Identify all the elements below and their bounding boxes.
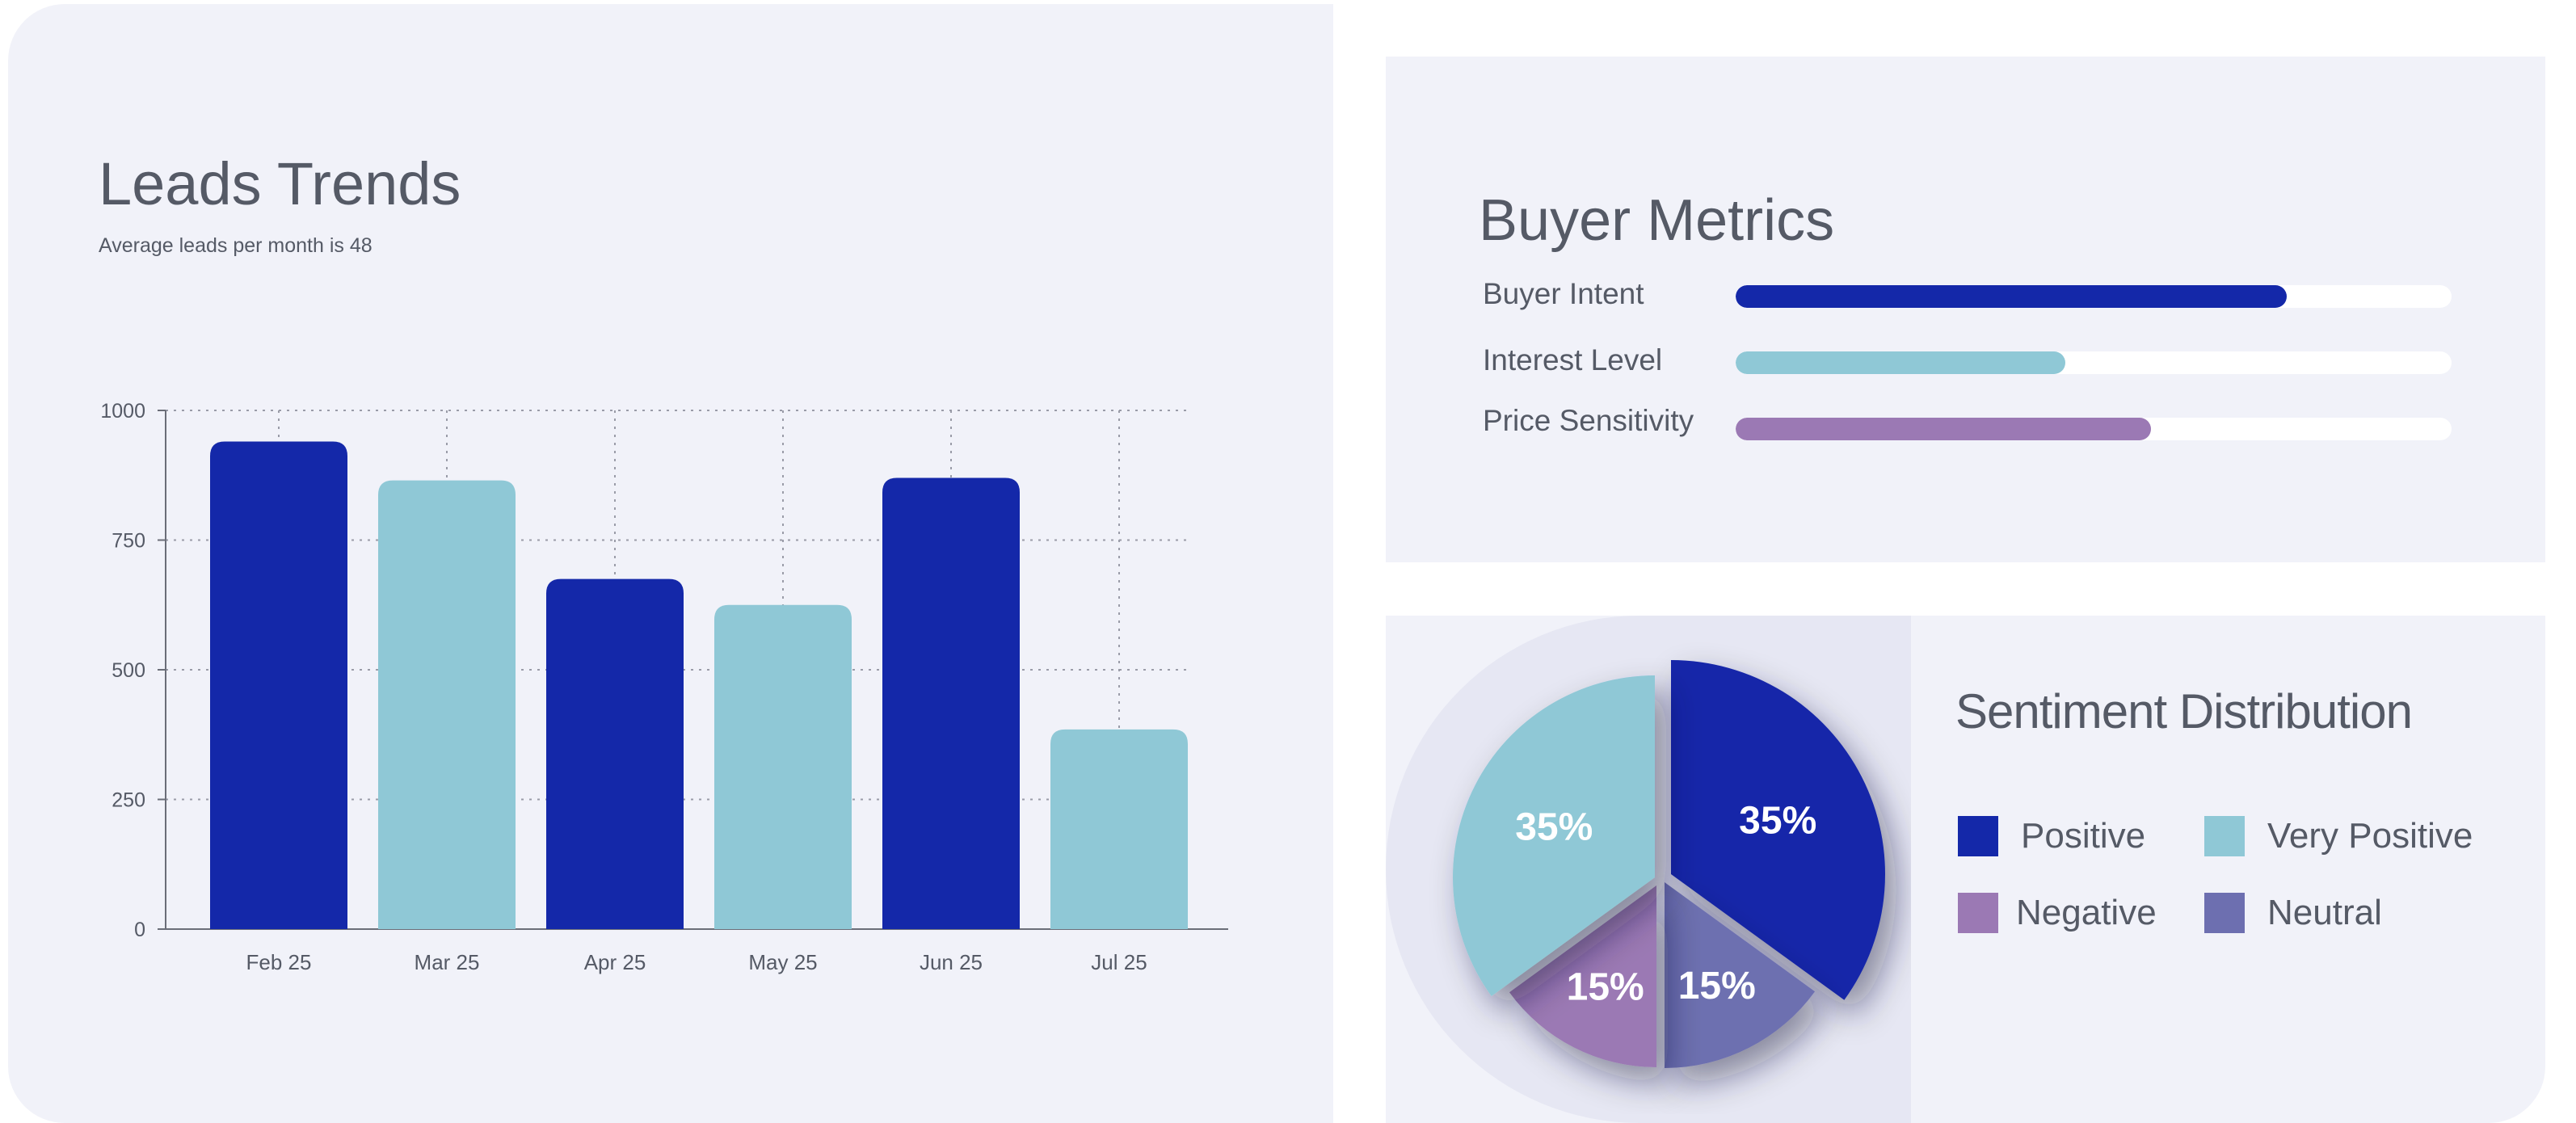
y-tick-label: 250 [112, 789, 145, 812]
metric-label-interest-level: Interest Level [1483, 343, 1663, 376]
pie-label-very-positive: 35% [1515, 805, 1593, 848]
bar-jun-25 [882, 477, 1020, 929]
legend-label-neutral: Neutral [2267, 893, 2382, 932]
leads-subtitle: Average leads per month is 48 [99, 234, 373, 257]
y-tick-label: 500 [112, 659, 145, 682]
pie-label-positive: 35% [1739, 800, 1816, 843]
x-tick-label: Jun 25 [920, 950, 983, 974]
legend-swatch-positive [1958, 816, 1998, 856]
bar-mar-25 [378, 480, 516, 929]
legend-label-positive: Positive [2021, 816, 2146, 856]
bar-jul-25 [1050, 729, 1188, 929]
x-tick-label: May 25 [748, 950, 817, 974]
leads-bar-chart: 0 250 500 750 1000 Feb 25 Mar 25 Apr 25 May 25 Ju… [100, 400, 1228, 974]
metric-label-buyer-intent: Buyer Intent [1483, 277, 1644, 310]
metric-fill-buyer-intent [1736, 285, 2288, 308]
pie-slice-neutral [1665, 882, 1816, 1068]
sentiment-pie-chart: 35% 15% 15% 35% [1453, 660, 1885, 1068]
y-tick-label: 0 [134, 919, 145, 941]
legend-swatch-negative [1958, 893, 1998, 933]
metric-track-buyer-intent [1736, 285, 2452, 308]
x-tick-label: Feb 25 [246, 950, 312, 974]
legend-label-negative: Negative [2016, 893, 2157, 932]
x-tick-label: Apr 25 [584, 950, 646, 974]
x-tick-label: Jul 25 [1091, 950, 1147, 974]
buyer-metrics-title: Buyer Metrics [1479, 188, 1835, 253]
metric-fill-price-sensitivity [1736, 418, 2151, 440]
pie-slice-negative [1509, 885, 1656, 1067]
buyer-metrics-panel [1386, 57, 2545, 562]
metric-track-price-sensitivity [1736, 418, 2452, 440]
pie-label-negative: 15% [1567, 965, 1644, 1008]
pie-slice-very-positive [1453, 675, 1655, 996]
legend-label-very-positive: Very Positive [2267, 816, 2473, 856]
leads-title: Leads Trends [99, 150, 461, 217]
y-tick-label: 750 [112, 530, 145, 553]
bar-may-25 [714, 604, 852, 929]
x-tick-label: Mar 25 [415, 950, 480, 974]
metric-label-price-sensitivity: Price Sensitivity [1483, 404, 1694, 437]
y-tick-label: 1000 [100, 400, 145, 423]
sentiment-title: Sentiment Distribution [1955, 684, 2413, 738]
metric-fill-interest-level [1736, 351, 2065, 374]
pie-slice-positive [1671, 660, 1885, 1000]
bar-apr-25 [546, 578, 684, 929]
pie-label-neutral: 15% [1678, 965, 1756, 1007]
metric-track-interest-level [1736, 351, 2452, 374]
bar-feb-25 [210, 441, 347, 929]
legend-swatch-neutral [2204, 893, 2245, 933]
legend-swatch-very-positive [2204, 816, 2245, 856]
